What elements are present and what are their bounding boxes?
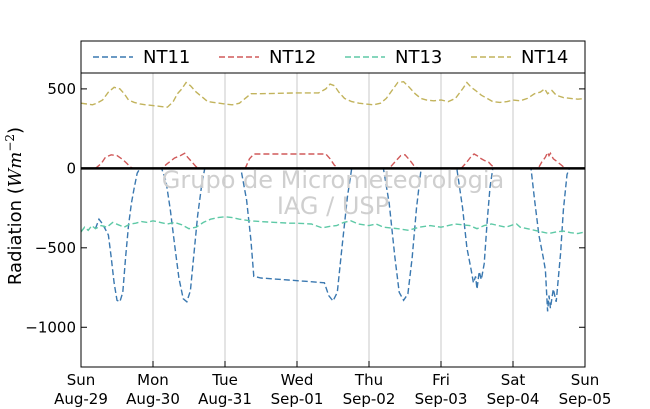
x-tick-label-day-3: Wed: [281, 371, 314, 389]
y-axis-label-close: ): [5, 127, 26, 134]
watermark-line-2: IAG / USP: [277, 192, 389, 220]
x-tick-label-date-3: Sep-01: [271, 390, 324, 408]
series-line-nt11: [94, 167, 570, 312]
x-tick-label-day-0: Sun: [67, 371, 96, 389]
legend: NT11 NT12 NT13 NT14: [80, 40, 586, 74]
x-tick-label-day-1: Mon: [137, 371, 169, 389]
x-tick-label-day-6: Sat: [501, 371, 526, 389]
y-tick-label-0: 500: [47, 80, 76, 98]
series-line-nt14: [80, 80, 586, 108]
y-axis-label: Radiation (Wm−2): [3, 127, 26, 285]
x-tick-label-date-5: Sep-03: [415, 390, 468, 408]
legend-label-nt14: NT14: [521, 47, 568, 68]
x-tick-label-day-5: Fri: [432, 371, 450, 389]
watermark-line-1: Grupo de Micrometeorologia: [162, 166, 504, 194]
watermark: Grupo de Micrometeorologia IAG / USP: [162, 166, 504, 220]
series-line-nt13: [80, 216, 586, 235]
x-tick-label-date-1: Aug-30: [126, 390, 180, 408]
legend-label-nt13: NT13: [395, 47, 442, 68]
plot-frame: [80, 72, 586, 368]
axis-ticks: 5000−500−1000SunAug-29MonAug-30TueAug-31…: [25, 80, 611, 408]
x-tick-label-day-2: Tue: [211, 371, 238, 389]
x-tick-label-date-0: Aug-29: [54, 390, 108, 408]
x-tick-label-date-4: Sep-02: [343, 390, 396, 408]
y-axis-label-exponent: −2: [3, 134, 17, 152]
x-tick-label-date-6: Sep-04: [487, 390, 540, 408]
x-tick-label-day-4: Thu: [354, 371, 383, 389]
vertical-grid: [152, 73, 514, 367]
legend-label-nt12: NT12: [269, 47, 316, 68]
x-tick-label-day-7: Sun: [571, 371, 600, 389]
x-tick-label-date-7: Sep-05: [559, 390, 612, 408]
x-tick-label-date-2: Aug-31: [198, 390, 252, 408]
y-axis-label-text: Radiation (: [5, 187, 26, 285]
y-tick-label-3: −1000: [25, 318, 76, 336]
y-axis-label-unit: Wm: [5, 152, 26, 188]
y-tick-label-2: −500: [35, 239, 76, 257]
y-tick-label-1: 0: [66, 159, 76, 177]
legend-label-nt11: NT11: [143, 47, 190, 68]
